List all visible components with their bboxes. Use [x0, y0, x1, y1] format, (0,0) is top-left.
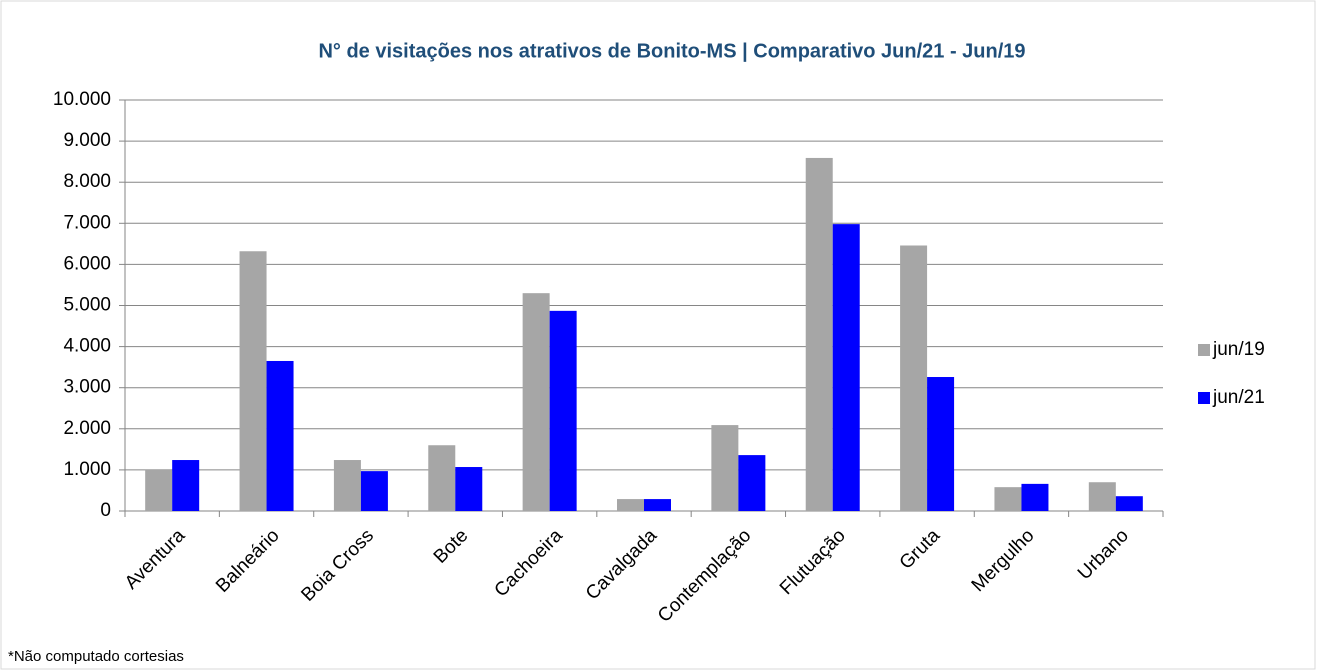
y-tick-label: 8.000 [63, 171, 111, 192]
bar [617, 499, 644, 511]
bar [832, 224, 860, 511]
bar [360, 471, 388, 511]
y-tick-label: 7.000 [63, 212, 111, 233]
legend-label: jun/19 [1212, 339, 1265, 360]
legend-label: jun/21 [1212, 387, 1265, 408]
bar [644, 499, 671, 511]
bar [900, 245, 928, 511]
legend-swatch [1198, 344, 1210, 356]
bar [1115, 496, 1143, 511]
y-tick-label: 3.000 [63, 377, 111, 398]
y-tick-label: 2.000 [63, 418, 111, 439]
y-tick-label: 9.000 [63, 130, 111, 151]
bar [455, 467, 483, 511]
bar [428, 445, 456, 511]
chart-title: N° de visitações nos atrativos de Bonito… [318, 40, 1025, 62]
bar [927, 377, 955, 511]
bar [1021, 483, 1049, 511]
y-tick-label: 4.000 [63, 336, 111, 357]
bar [994, 487, 1022, 511]
bar [738, 455, 766, 511]
y-tick-label: 0 [100, 500, 111, 521]
bar [522, 293, 550, 511]
footnote: *Não computado cortesias [8, 648, 184, 665]
bar [805, 157, 833, 512]
bar [172, 460, 200, 511]
bar [711, 425, 739, 511]
bar [266, 360, 294, 511]
legend-swatch [1198, 392, 1210, 404]
y-tick-label: 5.000 [63, 295, 111, 316]
bar [145, 469, 173, 511]
bar [1088, 482, 1116, 511]
y-tick-label: 1.000 [63, 459, 111, 480]
y-tick-label: 6.000 [63, 253, 111, 274]
bar [549, 310, 577, 511]
bar [239, 251, 267, 512]
bar [333, 460, 361, 511]
y-tick-label: 10.000 [53, 89, 111, 110]
